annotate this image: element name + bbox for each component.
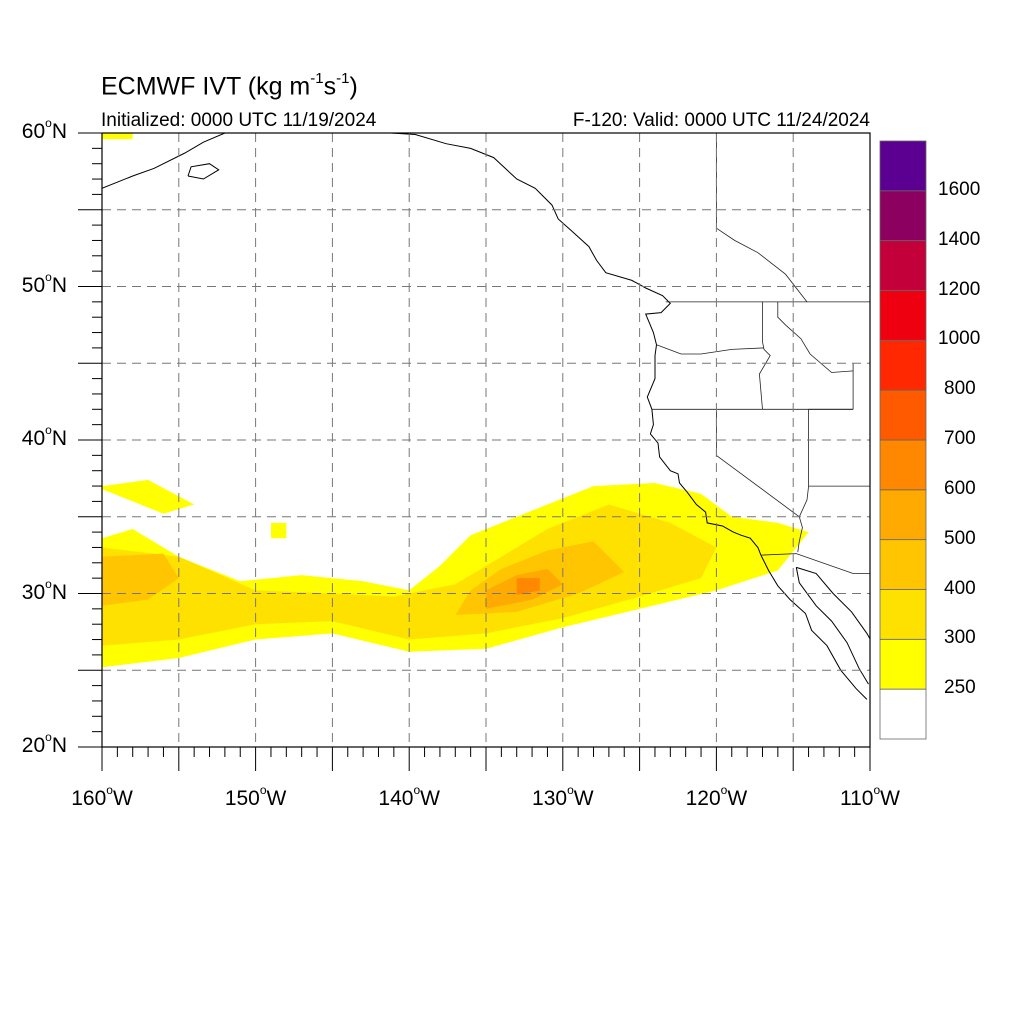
map-title: ECMWF IVT (kg m-1s-1): [101, 70, 358, 101]
ivt-nw-tail: [102, 479, 195, 514]
lon-label-130: 130oW: [532, 783, 594, 810]
colorbar-label-1200: 1200: [938, 278, 981, 300]
colorbar-box-1200: [879, 240, 927, 291]
lat-label-20: 20oN: [21, 730, 67, 757]
colorbar-label-500: 500: [944, 527, 976, 549]
colorbar-box-800: [879, 339, 927, 391]
colorbar-box-1400: [879, 190, 927, 242]
tick-mark-layer: [78, 132, 871, 771]
colorbar-box-1600: [879, 140, 927, 192]
colorbar-label-600: 600: [944, 477, 976, 499]
colorbar-box-250: [879, 638, 927, 690]
ivt-alaska-patch: [102, 133, 133, 140]
border-ca_nv: [716, 409, 800, 518]
colorbar-box-1000: [879, 290, 927, 341]
colorbar-label-700: 700: [944, 428, 976, 449]
colorbar-box-700: [879, 389, 927, 441]
ivt-small-patch: [271, 522, 287, 539]
coastline-baja_west: [760, 554, 868, 700]
border-mt_id: [777, 301, 854, 373]
coastline-baja_gulf: [795, 567, 869, 685]
colorbar-label-1000: 1000: [938, 328, 981, 350]
lat-label-40: 40oN: [21, 423, 67, 450]
colorbar: [879, 140, 927, 740]
gridline-layer: [102, 133, 870, 747]
colorbar-box-500: [879, 489, 927, 540]
border-nv_az: [798, 409, 809, 517]
colorbar-box-0: [879, 688, 927, 740]
lon-label-160: 160oW: [71, 783, 133, 810]
ivt-west-patch-400: [102, 553, 179, 606]
map-frame: [101, 132, 871, 748]
lat-label-60: 60oN: [21, 116, 67, 143]
colorbar-label-300: 300: [944, 627, 976, 649]
lon-label-140: 140oW: [378, 783, 440, 810]
colorbar-box-600: [879, 439, 927, 491]
border-id_wa: [758, 301, 771, 410]
colorbar-label-800: 800: [944, 378, 976, 400]
colorbar-label-400: 400: [944, 577, 976, 599]
coastline-layer: [102, 133, 870, 700]
lat-label-50: 50oN: [21, 269, 67, 297]
colorbar-box-400: [879, 539, 927, 590]
colorbar-box-300: [879, 589, 927, 640]
colorbar-label-250: 250: [944, 677, 976, 699]
colorbar-label-1600: 1600: [938, 178, 981, 200]
border-us_mexico: [760, 553, 870, 574]
valid-time: F-120: Valid: 0000 UTC 11/24/2024: [572, 110, 870, 131]
coastline-kodiak: [187, 163, 220, 180]
initialized-time: Initialized: 0000 UTC 11/19/2024: [101, 110, 377, 131]
border-az_ca: [797, 516, 803, 553]
border-or_wa: [656, 344, 765, 355]
coastline-mexico_mainland: [796, 566, 870, 640]
lon-label-110: 110oW: [840, 783, 900, 810]
colorbar-label-1400: 1400: [938, 228, 981, 250]
lon-label-120: 120oW: [685, 783, 748, 810]
coastline-west_coast: [390, 133, 762, 556]
lat-label-30: 30oN: [21, 576, 67, 604]
lon-label-150: 150oW: [224, 783, 287, 810]
ivt-shading-layer: [102, 133, 809, 668]
ivt-band-600: [516, 578, 540, 595]
coastline-alaska_sw: [102, 133, 226, 189]
